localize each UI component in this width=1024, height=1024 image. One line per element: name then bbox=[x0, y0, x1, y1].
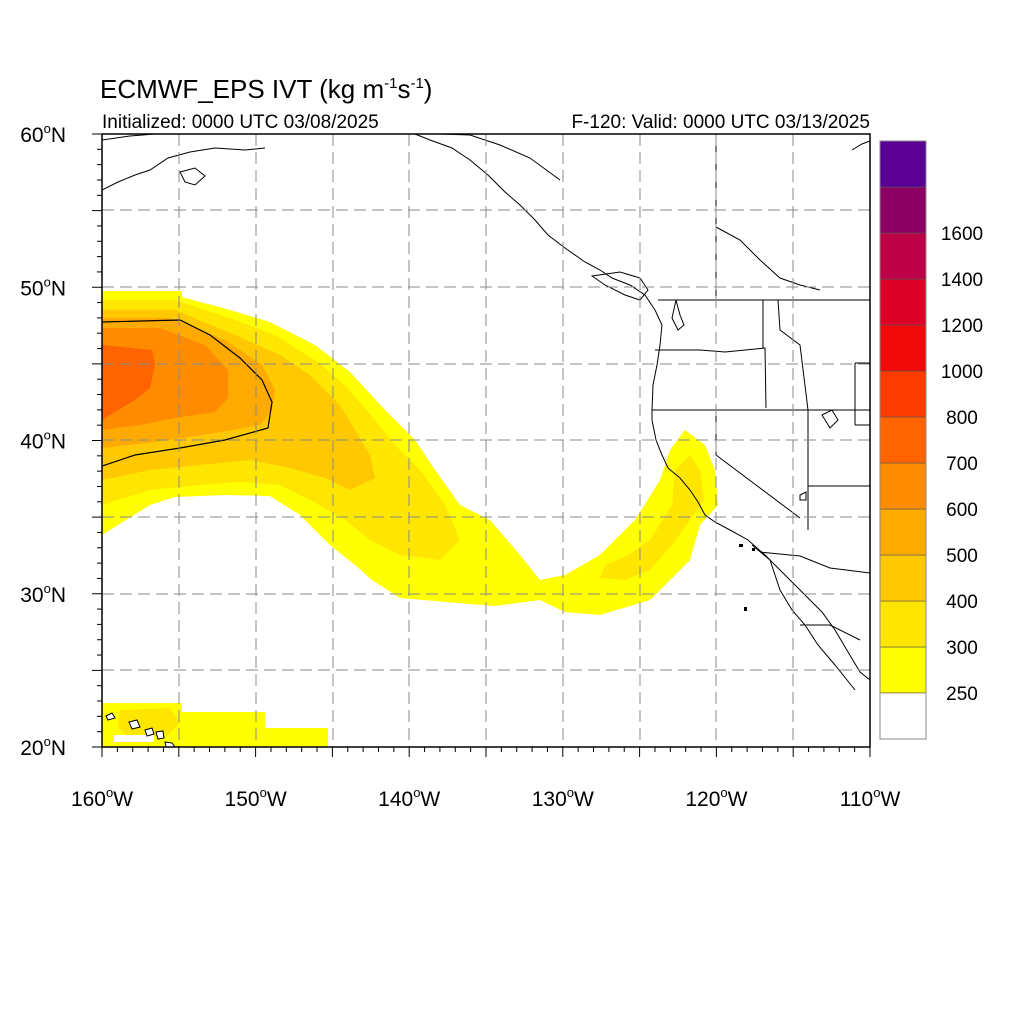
ivt-contour-line bbox=[102, 319, 273, 467]
initialized-time: Initialized: 0000 UTC 03/08/2025 bbox=[102, 112, 379, 133]
colorbar-swatch bbox=[879, 600, 927, 648]
grid-lines bbox=[102, 134, 870, 747]
ivt-shading bbox=[102, 291, 718, 747]
colorbar-label: 1600 bbox=[941, 224, 983, 245]
colorbar-swatch bbox=[879, 324, 927, 372]
colorbar-swatch bbox=[879, 416, 927, 464]
colorbar-swatch bbox=[879, 508, 927, 556]
colorbar-swatch-below bbox=[879, 692, 927, 740]
colorbar-label: 250 bbox=[946, 684, 978, 705]
chart-title: ECMWF_EPS IVT (kg m-1s-1) bbox=[100, 74, 432, 104]
lon-label: 120oW bbox=[685, 785, 747, 811]
colorbar-label: 400 bbox=[946, 592, 978, 613]
channel-islands bbox=[739, 544, 755, 611]
colorbar-swatch bbox=[879, 186, 927, 234]
colorbar-swatch bbox=[879, 278, 927, 326]
lon-label: 150oW bbox=[225, 785, 287, 811]
colorbar-swatch bbox=[879, 554, 927, 602]
colorbar-label: 700 bbox=[946, 454, 978, 475]
lat-label: 60oN bbox=[20, 121, 66, 147]
lat-label: 30oN bbox=[20, 581, 66, 607]
axis-ticks bbox=[92, 133, 871, 757]
colorbar-label: 500 bbox=[946, 546, 978, 567]
valid-time: F-120: Valid: 0000 UTC 03/13/2025 bbox=[571, 112, 870, 133]
colorbar-label: 1000 bbox=[941, 362, 983, 383]
colorbar-swatch bbox=[879, 140, 927, 188]
lat-label: 20oN bbox=[20, 734, 66, 760]
longitude-labels: 160oW 150oW 140oW 130oW 120oW 110oW bbox=[71, 785, 901, 811]
lon-label: 160oW bbox=[71, 785, 133, 811]
colorbar-swatch bbox=[879, 370, 927, 418]
colorbar-label: 600 bbox=[946, 500, 978, 521]
colorbar-label: 1200 bbox=[941, 316, 983, 337]
hawaii-islands bbox=[105, 712, 176, 747]
colorbar-label: 1400 bbox=[941, 270, 983, 291]
colorbar-label: 800 bbox=[946, 408, 978, 429]
lon-label: 140oW bbox=[378, 785, 440, 811]
lat-label: 50oN bbox=[20, 274, 66, 300]
latitude-labels: 60oN 50oN 40oN 30oN 20oN bbox=[20, 121, 66, 760]
colorbar-swatch bbox=[879, 646, 927, 694]
colorbar-frame bbox=[879, 140, 927, 740]
colorbar-swatch bbox=[879, 232, 927, 280]
lon-label: 130oW bbox=[532, 785, 594, 811]
colorbar-label: 300 bbox=[946, 638, 978, 659]
lat-label: 40oN bbox=[20, 428, 66, 454]
lon-label: 110oW bbox=[840, 785, 901, 811]
colorbar-swatch bbox=[879, 462, 927, 510]
colorbar: 250 300 400 500 600 700 800 1000 1200 1400 1600 bbox=[879, 140, 983, 740]
